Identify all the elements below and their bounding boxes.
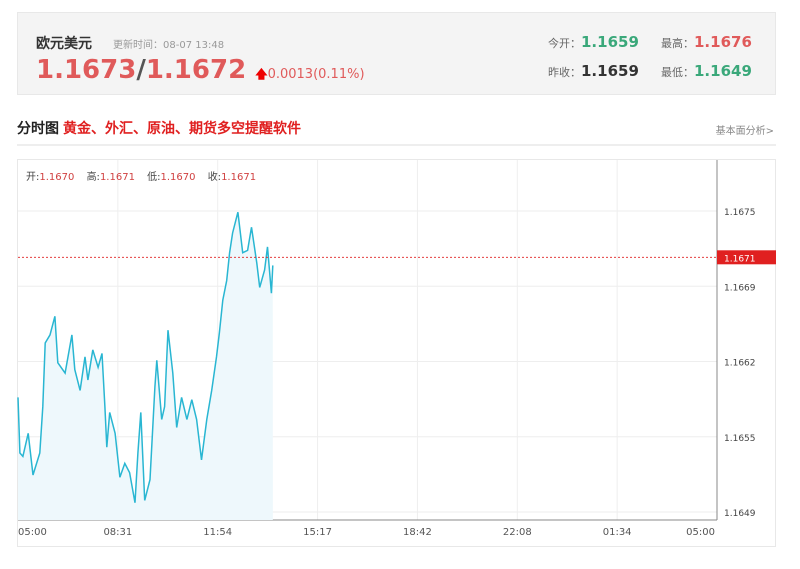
y-tick-label: 1.1669 — [724, 283, 756, 293]
price-line — [17, 212, 274, 503]
low-label: 最低： — [661, 66, 694, 79]
high-value: 1.1671 — [99, 172, 135, 183]
x-tick-label: 05:00 — [686, 527, 715, 538]
ask-price: 1.1672 — [145, 55, 247, 85]
y-tick-label: 1.1662 — [724, 359, 756, 369]
current-price-label: 1.1671 — [724, 254, 756, 264]
x-tick-label: 01:34 — [603, 527, 632, 538]
open-label: 开: — [26, 172, 40, 183]
high-stat: 最高：1.1676 — [661, 33, 752, 51]
high-label: 最高： — [661, 37, 694, 50]
current-price-tag — [717, 250, 776, 265]
y-tick-label: 1.1675 — [724, 208, 756, 218]
fundamental-analysis-link[interactable]: 基本面分析> — [715, 126, 774, 137]
x-tick-label: 18:42 — [403, 527, 432, 538]
update-time: 更新时间：08-07 13:48 — [113, 36, 224, 51]
prev-label: 昨收： — [548, 66, 581, 79]
y-tick-label: 1.1649 — [724, 509, 756, 519]
price-area — [18, 212, 273, 520]
open-value: 1.1670 — [39, 172, 75, 183]
x-tick-label: 15:17 — [303, 527, 332, 538]
prev-value: 1.1659 — [581, 62, 639, 80]
open-label: 今开： — [548, 37, 581, 50]
open-value: 1.1659 — [581, 33, 639, 51]
prev-close-stat: 昨收：1.1659 — [548, 62, 639, 80]
ad-link[interactable]: 黄金、外汇、原油、期货多空提醒软件 — [63, 121, 301, 137]
price-display: 1.1673/1.1672 🡅0.0013(0.11%) — [36, 55, 365, 86]
high-label: 高: — [86, 172, 100, 183]
low-stat: 最低：1.1649 — [661, 62, 752, 80]
y-tick-label: 1.1655 — [724, 434, 756, 444]
high-value: 1.1676 — [694, 33, 752, 51]
x-tick-label: 11:54 — [203, 527, 232, 538]
x-tick-label: 08:31 — [103, 527, 132, 538]
x-tick-label: 22:08 — [503, 527, 532, 538]
low-label: 低: — [147, 172, 161, 183]
instrument-name: 欧元美元 — [36, 36, 92, 52]
update-label: 更新时间： — [113, 40, 163, 51]
chart-frame — [17, 159, 776, 547]
bid-price: 1.1673 — [36, 55, 137, 85]
ohlc-readout: 开:1.1670 高:1.1671 低:1.1670 收:1.1671 — [26, 168, 265, 183]
low-value: 1.1670 — [160, 172, 196, 183]
update-value: 08-07 13:48 — [163, 40, 225, 51]
quote-panel: 欧元美元 更新时间：08-07 13:48 1.1673/1.1672 🡅0.0… — [17, 12, 776, 95]
section-header: 分时图 黄金、外汇、原油、期货多空提醒软件 基本面分析> — [17, 118, 776, 146]
close-label: 收: — [207, 172, 222, 183]
separator: / — [136, 55, 146, 85]
close-value: 1.1671 — [221, 172, 257, 183]
x-tick-label: 05:00 — [18, 527, 47, 538]
price-change: 0.0013(0.11%) — [267, 67, 365, 82]
low-value: 1.1649 — [694, 62, 752, 80]
section-title: 分时图 — [17, 121, 59, 137]
open-stat: 今开：1.1659 — [548, 33, 639, 51]
arrow-up-icon: 🡅 — [255, 67, 268, 81]
